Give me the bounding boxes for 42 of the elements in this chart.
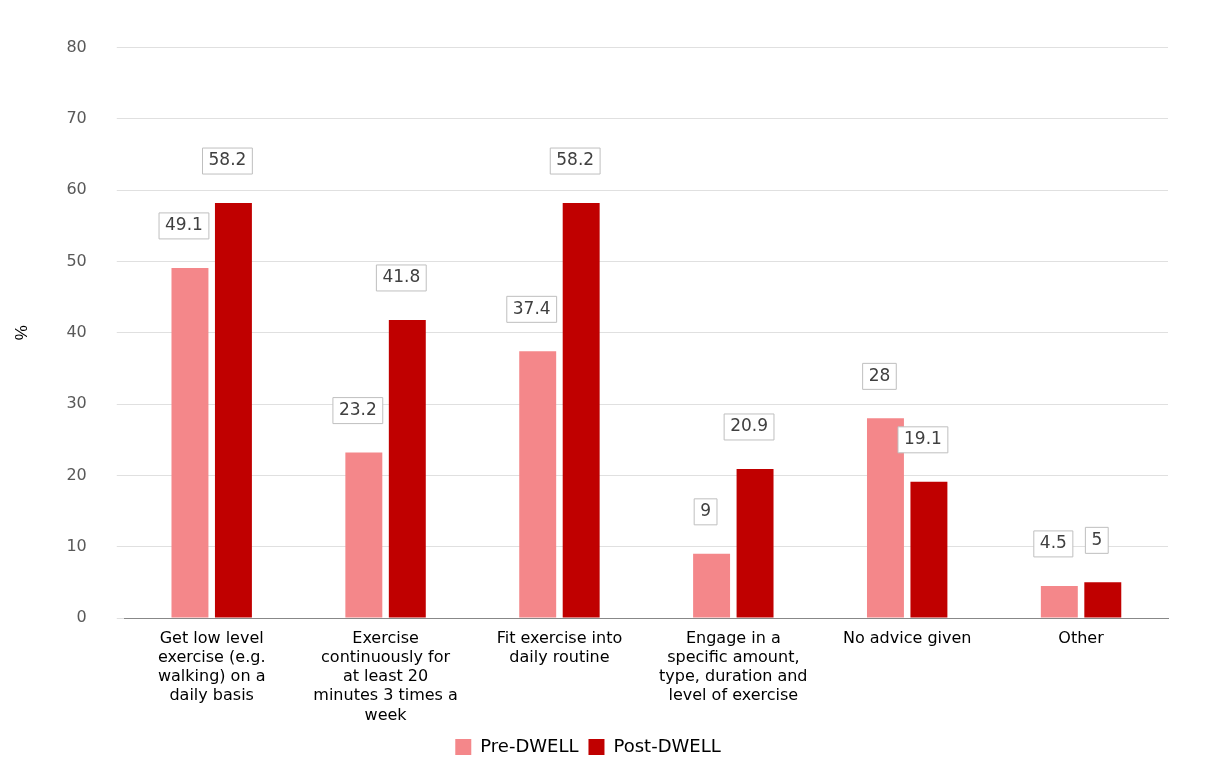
data-label: 9 xyxy=(700,500,711,521)
x-tick-label: Other xyxy=(1058,627,1105,647)
bar xyxy=(736,468,774,618)
bar xyxy=(171,267,209,618)
data-label: 4.5 xyxy=(1039,532,1067,553)
bar xyxy=(1084,582,1122,618)
data-label: 28 xyxy=(868,364,891,385)
x-tick-label: Get low level exercise (e.g. walking) on a daily basis xyxy=(157,627,266,705)
y-tick-label: 40 xyxy=(66,321,87,341)
y-tick-label: 50 xyxy=(66,250,87,270)
legend-label: Post-DWELL xyxy=(613,734,721,756)
data-label: 20.9 xyxy=(730,415,768,436)
x-tick-label: Fit exercise into daily routine xyxy=(496,627,623,666)
data-label: 23.2 xyxy=(338,399,377,420)
y-tick-label: 60 xyxy=(66,179,87,199)
bar xyxy=(345,452,383,618)
y-tick-label: 0 xyxy=(76,607,87,627)
y-tick-label: 80 xyxy=(66,36,87,56)
bar xyxy=(214,203,252,618)
data-label: 49.1 xyxy=(165,214,203,235)
bar xyxy=(910,481,948,618)
bar xyxy=(1040,585,1078,618)
data-label: 37.4 xyxy=(512,297,551,318)
bar xyxy=(693,553,731,618)
bar xyxy=(388,319,426,618)
data-label: 5 xyxy=(1091,528,1103,549)
y-tick-label: 10 xyxy=(66,535,87,555)
y-tick-label: 70 xyxy=(66,108,87,128)
data-label: 41.8 xyxy=(382,266,421,287)
y-tick-label: 20 xyxy=(66,464,87,484)
x-tick-label: Exercise continuously for at least 20 minutes 3 times a week xyxy=(313,627,458,724)
data-label: 19.1 xyxy=(903,428,942,449)
bar xyxy=(519,351,557,618)
data-label: 58.2 xyxy=(556,149,595,170)
y-tick-label: 30 xyxy=(66,393,87,413)
x-tick-label: No advice given xyxy=(842,627,972,647)
y-axis-title: % xyxy=(11,325,31,341)
x-tick-label: Engage in a specific amount, type, duration and level of exercise xyxy=(659,627,808,705)
bar xyxy=(866,418,904,618)
bar xyxy=(562,203,600,618)
legend-label: Pre-DWELL xyxy=(480,734,579,756)
data-label: 58.2 xyxy=(208,149,247,170)
